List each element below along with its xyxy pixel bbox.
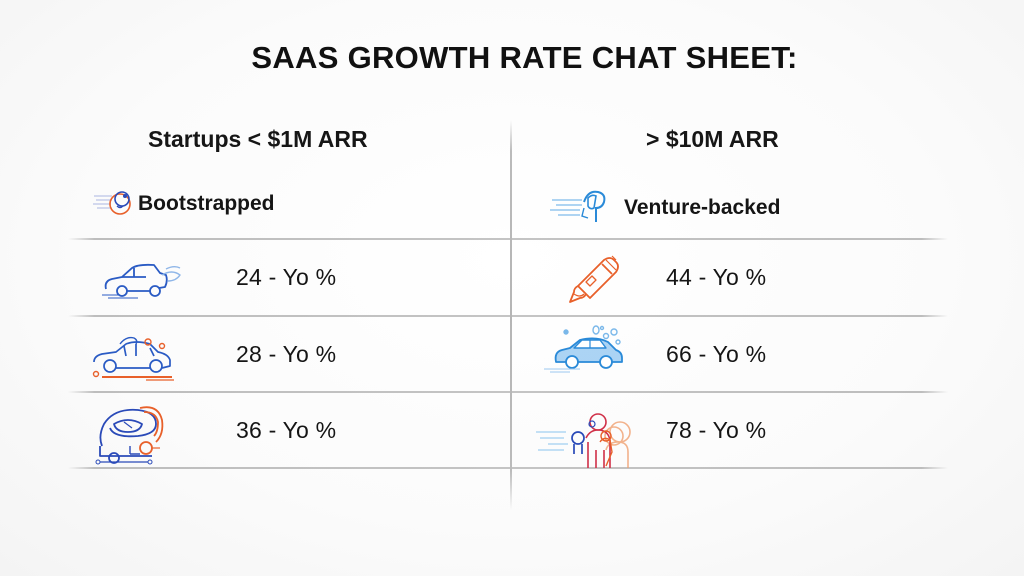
page-title: SAAS GROWTH RATE CHAT SHEET: bbox=[251, 40, 798, 75]
growth-rate-value: 78 - Yo % bbox=[666, 417, 767, 443]
subheader-bootstrapped: Bootstrapped bbox=[92, 184, 275, 224]
subheader-venture-backed: Venture-backed bbox=[548, 184, 780, 232]
people-group-icon bbox=[534, 410, 644, 477]
vehicle-swirl-icon bbox=[94, 402, 174, 471]
growth-rate-value: 28 - Yo % bbox=[236, 341, 337, 367]
rocket-face-icon bbox=[92, 184, 136, 224]
growth-rate-value: 36 - Yo % bbox=[236, 417, 337, 443]
growth-rate-value: 24 - Yo % bbox=[236, 264, 337, 290]
column-divider bbox=[510, 120, 512, 510]
tube-marker-icon bbox=[566, 252, 626, 315]
subheader-label: Venture-backed bbox=[624, 196, 781, 219]
growth-rate-value: 66 - Yo % bbox=[666, 341, 767, 367]
subheader-label: Bootstrapped bbox=[138, 192, 275, 215]
divider-line bbox=[68, 467, 948, 469]
column-header-large: > $10M ARR bbox=[646, 126, 779, 152]
car-bubbles-icon bbox=[540, 322, 636, 379]
divider-line bbox=[68, 238, 948, 240]
divider-line bbox=[68, 315, 948, 317]
car-sketch-icon bbox=[90, 332, 180, 387]
car-speeding-icon bbox=[100, 255, 186, 306]
column-header-startups: Startups < $1M ARR bbox=[148, 126, 368, 152]
growth-rate-value: 44 - Yo % bbox=[666, 264, 767, 290]
divider-line bbox=[68, 391, 948, 393]
speeding-figure-icon bbox=[548, 184, 614, 232]
